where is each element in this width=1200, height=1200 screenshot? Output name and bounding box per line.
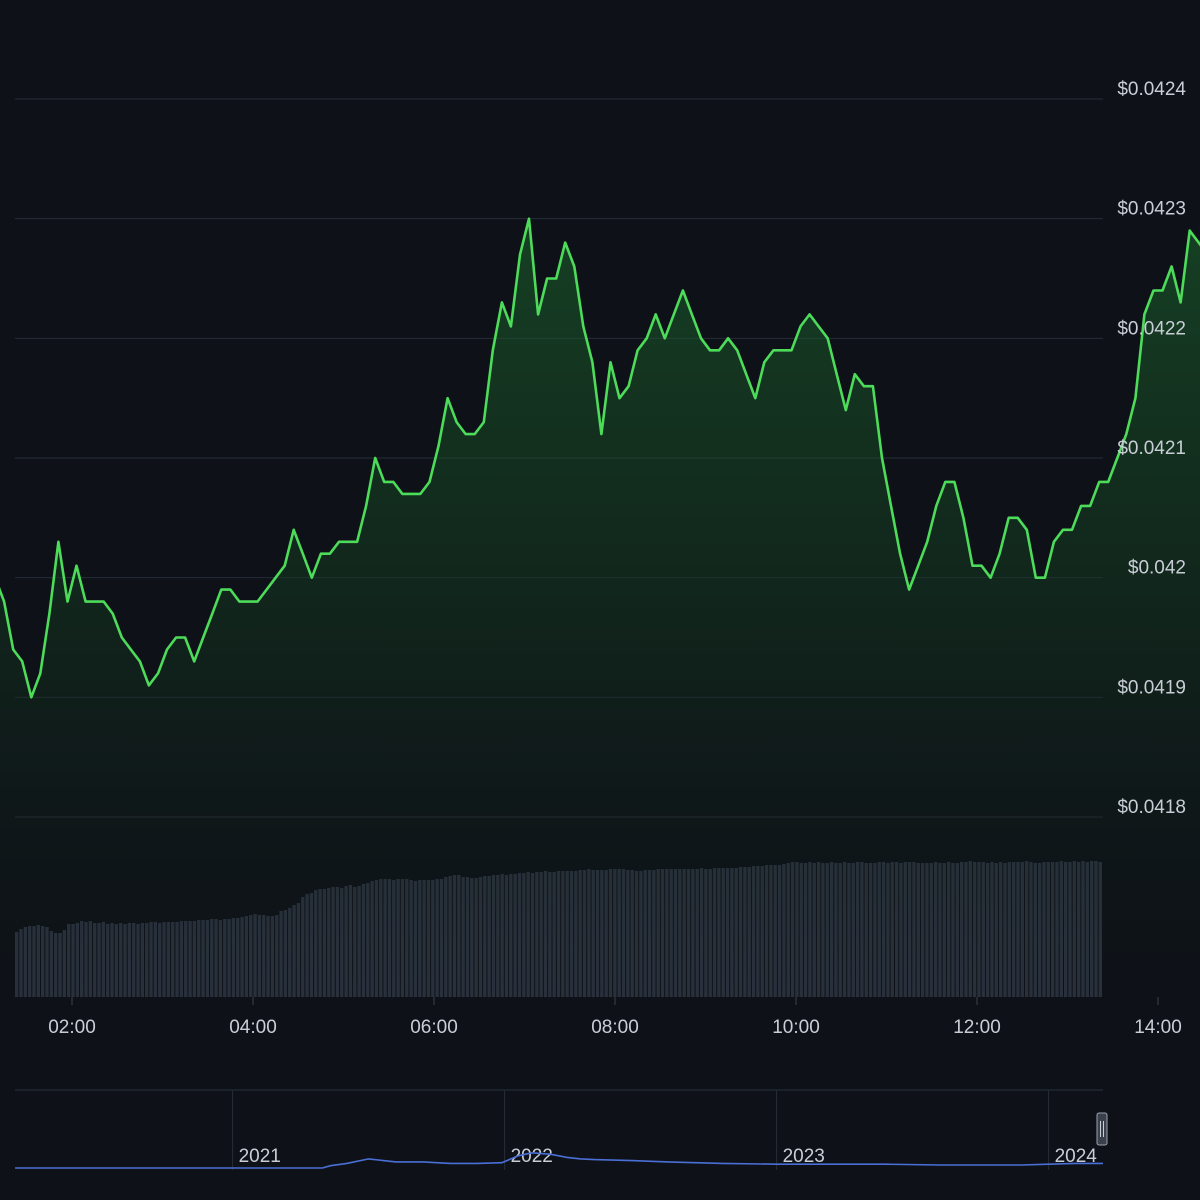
navigator-line <box>15 1151 1103 1169</box>
range-navigator[interactable]: 2021 2022 2023 2024 <box>15 1089 1108 1170</box>
price-area <box>0 217 1200 997</box>
price-tick-label: $0.0422 <box>1117 318 1186 339</box>
time-axis-labels: 02:0004:0006:0008:0010:0012:0014:0016:00… <box>48 997 1182 1038</box>
navigator-handle[interactable] <box>1096 1112 1108 1146</box>
price-tick-label: $0.042 <box>1128 558 1186 579</box>
price-tick-label: $0.0423 <box>1117 199 1186 220</box>
time-tick-label: 02:00 <box>48 1017 96 1038</box>
price-area-fill <box>0 218 1200 997</box>
time-tick-label: 12:00 <box>953 1017 1001 1038</box>
navigator-year-label: 2021 <box>239 1146 281 1167</box>
navigator-year-label: 2022 <box>511 1146 553 1167</box>
time-tick-label: 10:00 <box>772 1017 820 1038</box>
navigator-year-label: 2023 <box>783 1146 825 1167</box>
time-tick-label: 08:00 <box>591 1017 639 1038</box>
price-axis-labels: $0.0418 $0.0419 $0.042 $0.0421 $0.0422 $0.042… <box>1117 79 1186 818</box>
price-tick-label: $0.0424 <box>1117 79 1186 100</box>
time-tick-label: 04:00 <box>229 1017 277 1038</box>
price-tick-label: $0.0419 <box>1117 677 1186 698</box>
price-line <box>0 217 1200 699</box>
navigator-year-label: 2024 <box>1055 1146 1098 1167</box>
price-tick-label: $0.0421 <box>1117 438 1186 459</box>
price-tick-label: $0.0418 <box>1117 797 1186 818</box>
time-tick-label: 14:00 <box>1134 1017 1182 1038</box>
time-tick-label: 06:00 <box>410 1017 458 1038</box>
